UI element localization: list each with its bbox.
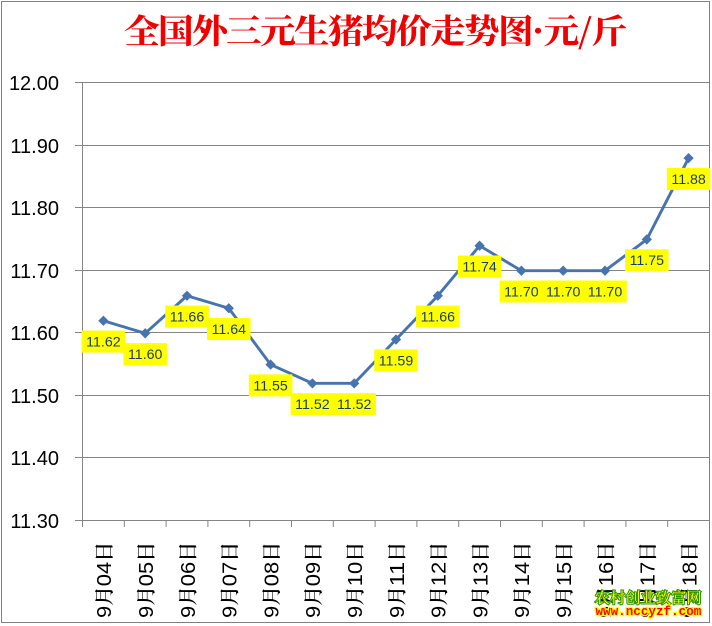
svg-text:08: 08 bbox=[261, 562, 283, 586]
svg-text:16: 16 bbox=[596, 562, 618, 586]
svg-text:11.30: 11.30 bbox=[10, 511, 59, 533]
svg-text:11.50: 11.50 bbox=[10, 386, 59, 408]
svg-text:11.70: 11.70 bbox=[504, 285, 539, 301]
svg-text:11.52: 11.52 bbox=[337, 397, 372, 413]
svg-text:9: 9 bbox=[220, 606, 242, 618]
svg-text:9: 9 bbox=[679, 606, 701, 618]
svg-text:11.70: 11.70 bbox=[588, 285, 623, 301]
svg-text:04: 04 bbox=[94, 562, 116, 586]
svg-text:11.66: 11.66 bbox=[170, 310, 205, 326]
svg-text:11.62: 11.62 bbox=[86, 335, 121, 351]
svg-text:11.60: 11.60 bbox=[128, 347, 163, 363]
svg-text:11.52: 11.52 bbox=[295, 397, 330, 413]
svg-text:12: 12 bbox=[429, 562, 451, 586]
svg-text:9: 9 bbox=[303, 606, 325, 618]
svg-text:9: 9 bbox=[94, 606, 116, 618]
svg-text:9: 9 bbox=[429, 606, 451, 618]
svg-text:15: 15 bbox=[554, 562, 576, 586]
svg-text:11.74: 11.74 bbox=[462, 259, 497, 275]
svg-text:06: 06 bbox=[178, 562, 200, 586]
svg-text:17: 17 bbox=[638, 562, 660, 586]
svg-text:9: 9 bbox=[470, 606, 492, 618]
svg-text:9: 9 bbox=[554, 606, 576, 618]
svg-text:9: 9 bbox=[261, 606, 283, 618]
svg-text:10: 10 bbox=[345, 562, 367, 586]
svg-text:9: 9 bbox=[596, 606, 618, 618]
svg-text:9: 9 bbox=[387, 606, 409, 618]
svg-text:9: 9 bbox=[345, 606, 367, 618]
svg-text:11.55: 11.55 bbox=[253, 378, 288, 394]
svg-text:9: 9 bbox=[136, 606, 158, 618]
svg-text:14: 14 bbox=[512, 562, 534, 586]
svg-text:11.75: 11.75 bbox=[630, 253, 665, 269]
svg-text:11.40: 11.40 bbox=[10, 448, 59, 470]
svg-text:07: 07 bbox=[220, 562, 242, 586]
svg-text:11.70: 11.70 bbox=[546, 285, 581, 301]
svg-text:11.80: 11.80 bbox=[10, 198, 59, 220]
svg-text:11.66: 11.66 bbox=[421, 310, 456, 326]
svg-text:11: 11 bbox=[387, 562, 409, 586]
svg-text:9: 9 bbox=[638, 606, 660, 618]
svg-text:18: 18 bbox=[679, 562, 701, 586]
svg-text:09: 09 bbox=[303, 562, 325, 586]
svg-text:11.70: 11.70 bbox=[10, 261, 59, 283]
svg-text:11.64: 11.64 bbox=[212, 322, 247, 338]
svg-text:05: 05 bbox=[136, 562, 158, 586]
svg-text:www.nccyzf.com: www.nccyzf.com bbox=[596, 605, 702, 619]
svg-text:9: 9 bbox=[512, 606, 534, 618]
svg-text:11.88: 11.88 bbox=[671, 172, 706, 188]
svg-text:9: 9 bbox=[178, 606, 200, 618]
svg-text:12.00: 12.00 bbox=[9, 73, 59, 95]
svg-text:11.90: 11.90 bbox=[10, 136, 59, 158]
svg-text:11.59: 11.59 bbox=[379, 353, 414, 369]
svg-text:11.60: 11.60 bbox=[10, 323, 59, 345]
svg-text:13: 13 bbox=[470, 562, 492, 586]
